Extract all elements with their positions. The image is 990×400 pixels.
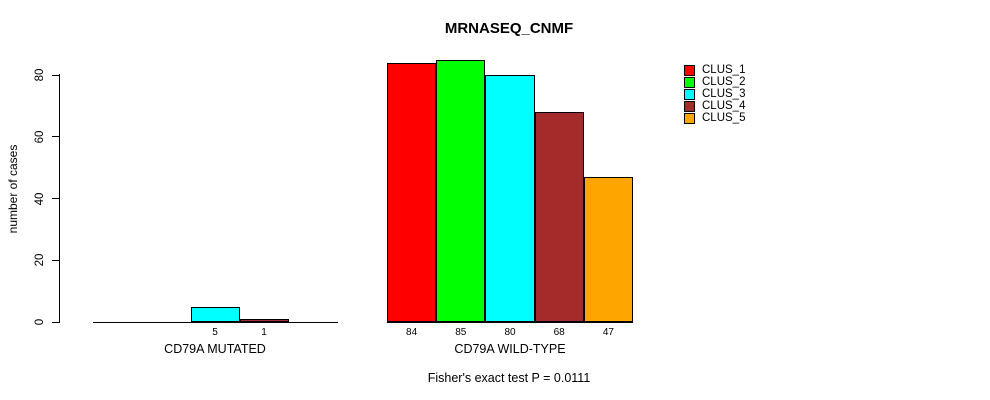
legend-item: CLUS_1 <box>684 64 746 76</box>
y-tick-label: 0 <box>34 318 46 326</box>
bar-clus_3 <box>190 306 240 322</box>
y-tick-mark <box>52 136 59 138</box>
group-baseline <box>92 321 338 323</box>
y-axis-label: number of cases <box>6 144 20 234</box>
bar-value-label: 1 <box>261 327 267 338</box>
y-tick-label: 80 <box>34 68 46 82</box>
y-tick-label: 40 <box>34 192 46 205</box>
legend-item: CLUS_2 <box>684 76 746 88</box>
bar-clus_1 <box>387 62 437 322</box>
y-tick-mark <box>52 198 59 199</box>
group-label: CD79A WILD-TYPE <box>454 342 566 356</box>
bar-value-label: 5 <box>212 327 218 338</box>
bar-value-label: 47 <box>602 327 614 338</box>
bar-clus_2 <box>436 59 486 322</box>
legend-item: CLUS_3 <box>684 88 746 100</box>
legend-label: CLUS_2 <box>702 76 746 88</box>
legend-label: CLUS_4 <box>702 100 746 112</box>
y-tick-mark <box>52 321 59 323</box>
bar-value-label: 84 <box>406 327 418 338</box>
bar-clus_4 <box>534 112 584 322</box>
legend-item: CLUS_5 <box>684 112 746 124</box>
bar-clus_4 <box>239 318 289 322</box>
legend-item: CLUS_4 <box>684 100 746 112</box>
legend-swatch-icon <box>684 113 695 124</box>
bar-value-label: 80 <box>504 327 516 338</box>
group-baseline <box>387 321 633 323</box>
y-tick-label: 20 <box>34 253 46 267</box>
legend-label: CLUS_1 <box>702 64 746 76</box>
bar-clus_5 <box>583 176 633 322</box>
y-tick-mark <box>52 259 59 261</box>
bar-value-label: 68 <box>553 327 565 338</box>
y-axis-line <box>59 74 60 323</box>
bar-clus_3 <box>485 75 535 322</box>
legend-swatch-icon <box>684 89 695 100</box>
legend-swatch-icon <box>684 77 695 88</box>
footer-annotation: Fisher's exact test P = 0.0111 <box>427 371 591 385</box>
group-label: CD79A MUTATED <box>164 342 266 356</box>
legend-swatch-icon <box>684 65 695 76</box>
legend-label: CLUS_3 <box>702 88 746 100</box>
legend-label: CLUS_5 <box>702 112 746 124</box>
y-tick-label: 60 <box>34 130 46 144</box>
bar-value-label: 85 <box>455 327 467 338</box>
y-tick-mark <box>52 74 59 76</box>
legend-swatch-icon <box>684 101 695 112</box>
chart-title: MRNASEQ_CNMF <box>444 20 574 37</box>
